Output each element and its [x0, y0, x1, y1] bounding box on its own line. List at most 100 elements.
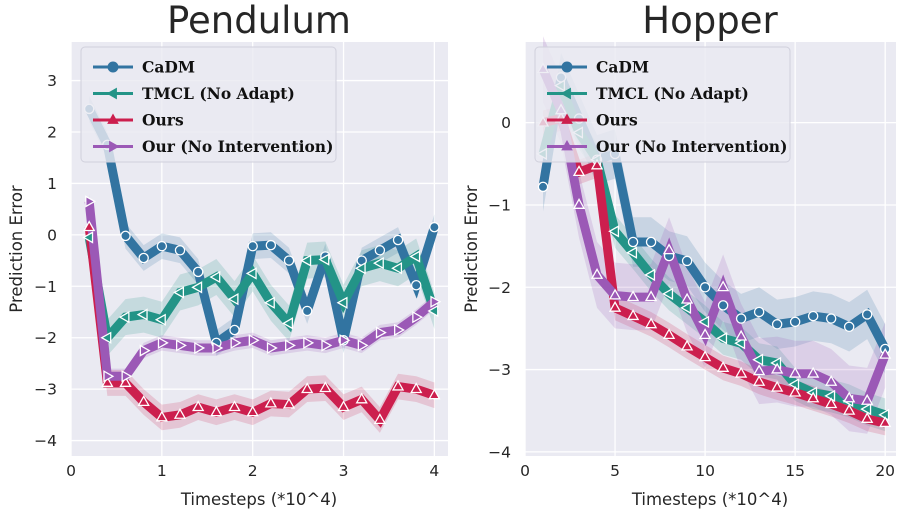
cadm-marker — [301, 305, 313, 317]
ours-marker — [210, 405, 223, 417]
tmcl-no-adapt-marker — [227, 292, 239, 306]
ours-marker — [807, 391, 820, 403]
our-no-intervention-marker — [861, 393, 874, 405]
our-no-intervention-marker — [357, 339, 369, 352]
y-tick-label: −4 — [34, 432, 57, 450]
ours-marker — [83, 220, 96, 232]
legend-marker — [560, 87, 571, 100]
ours-marker — [391, 379, 405, 391]
tmcl-no-adapt-marker — [209, 270, 221, 284]
legend-label: TMCL (No Adapt) — [142, 84, 295, 103]
tmcl-no-adapt-marker — [644, 268, 656, 282]
cadm-marker — [229, 324, 240, 336]
our-no-intervention-marker — [321, 339, 333, 352]
tmcl-no-adapt-marker — [860, 402, 872, 416]
ours-marker — [662, 328, 676, 340]
tmcl-no-adapt-marker — [716, 332, 728, 345]
our-no-intervention-marker — [608, 288, 622, 300]
legend-box — [80, 46, 337, 163]
cadm-marker — [410, 280, 422, 291]
ours-marker — [301, 382, 314, 394]
ours-marker — [680, 339, 694, 351]
cadm-marker — [392, 234, 404, 246]
y-tick-label: 0 — [47, 226, 57, 244]
x-tick-label: 15 — [785, 462, 805, 480]
legend-label: Our (No Intervention) — [142, 137, 333, 156]
our-no-intervention-marker — [734, 329, 748, 341]
cadm-marker — [717, 300, 729, 311]
cadm-marker — [156, 240, 168, 252]
tmcl-no-adapt-marker — [878, 408, 890, 421]
tmcl-no-adapt-marker — [698, 315, 710, 328]
tmcl-no-adapt-marker — [118, 310, 130, 324]
legend-marker — [107, 61, 119, 73]
hopper-tick-labels: 0 5 10 15 20 −4 −3 −2 −1 0 — [488, 114, 895, 480]
our-no-intervention-marker — [339, 334, 351, 347]
cadm-marker — [789, 316, 801, 328]
legend-marker — [107, 113, 119, 124]
ours-marker — [337, 400, 350, 412]
our-no-intervention-marker — [843, 391, 856, 403]
x-tick-label: 1 — [157, 462, 167, 480]
tmcl-no-adapt-marker — [680, 301, 692, 315]
ours-marker — [319, 381, 332, 393]
our-no-intervention-marker — [157, 336, 169, 350]
ours-marker — [716, 361, 730, 372]
x-tick-label: 5 — [610, 462, 620, 480]
y-tick-label: −3 — [488, 361, 511, 379]
tmcl-no-adapt-marker — [608, 225, 620, 238]
hopper-title: Hopper — [642, 0, 778, 42]
cadm-marker — [374, 245, 386, 256]
ours-marker — [192, 400, 205, 412]
our-no-intervention-marker — [285, 339, 296, 352]
tmcl-no-adapt-marker — [245, 267, 257, 280]
our-no-intervention-marker — [662, 243, 676, 255]
ours-marker — [355, 392, 368, 404]
our-no-intervention-marker — [266, 341, 278, 355]
our-no-intervention-marker — [626, 290, 640, 302]
pendulum-panel: 0 1 2 3 4 −4 −3 −2 −1 0 1 2 3 Pendulum Timesteps (*1… — [7, 0, 448, 509]
hopper-y-axis-label: Prediction Error — [462, 185, 481, 313]
legend-marker — [109, 140, 120, 153]
tmcl-no-adapt-marker — [336, 296, 348, 309]
our-no-intervention-marker — [788, 366, 802, 378]
cadm-marker — [699, 282, 711, 293]
legend-label: Our (No Intervention) — [596, 137, 787, 156]
our-no-intervention-marker — [825, 374, 838, 386]
legend-label: TMCL (No Adapt) — [596, 84, 749, 103]
our-no-intervention-marker — [194, 341, 206, 355]
our-no-intervention-marker — [230, 336, 242, 350]
ours-marker — [119, 376, 132, 387]
ours-marker — [788, 385, 802, 397]
ours-marker — [137, 395, 150, 407]
cadm-marker — [861, 309, 873, 320]
ours-marker — [101, 376, 114, 387]
ours-marker — [626, 309, 640, 321]
our-no-intervention-marker — [752, 364, 766, 376]
pendulum-y-axis-label: Prediction Error — [7, 185, 26, 313]
cadm-marker — [192, 266, 204, 278]
legend-label: Ours — [596, 111, 638, 130]
tmcl-no-adapt-marker — [282, 317, 294, 330]
our-no-intervention-marker — [303, 336, 315, 350]
pendulum-x-axis-label: Timesteps (*10^4) — [180, 490, 337, 509]
tmcl-no-adapt-marker — [752, 353, 764, 366]
ours-marker — [825, 397, 838, 409]
ours-marker — [572, 165, 586, 177]
legend-marker — [106, 87, 117, 100]
tmcl-no-adapt-marker — [734, 337, 746, 350]
tmcl-no-adapt-marker — [824, 389, 836, 403]
ours-marker — [373, 413, 387, 425]
y-tick-label: −3 — [34, 381, 57, 399]
legend-label: CaDM — [596, 58, 649, 77]
cadm-marker — [283, 255, 295, 266]
ours-marker — [608, 300, 622, 312]
our-no-intervention-marker — [176, 339, 187, 352]
ours-marker — [861, 412, 874, 423]
legend-label: CaDM — [142, 58, 195, 77]
cadm-marker — [174, 245, 186, 256]
our-no-intervention-marker — [716, 280, 730, 292]
cadm-marker — [825, 313, 837, 324]
y-tick-label: −2 — [488, 279, 511, 297]
hopper-panel: 0 5 10 15 20 −4 −3 −2 −1 0 Hopper Timesteps (*10^… — [462, 0, 896, 509]
